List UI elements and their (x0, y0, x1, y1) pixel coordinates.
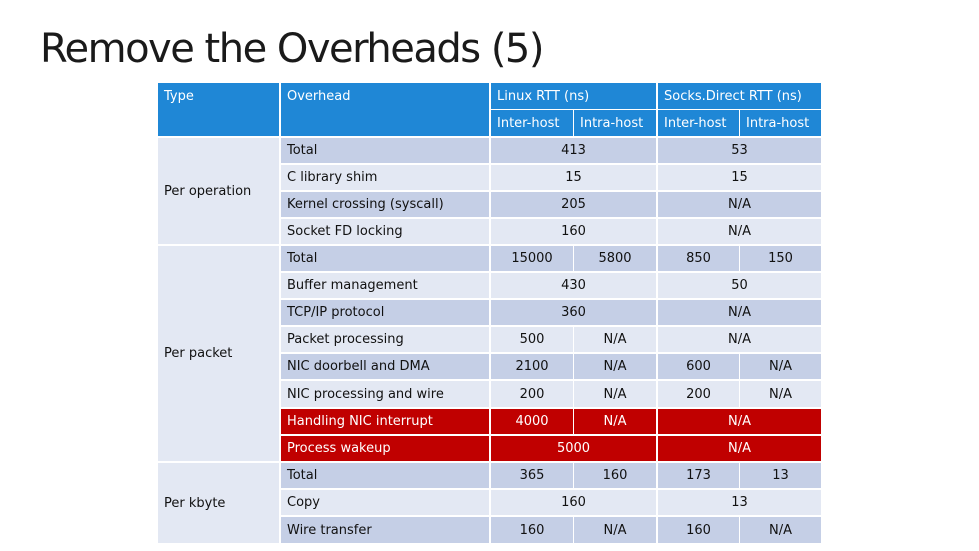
cell-value: N/A (658, 436, 821, 461)
slide-title: Remove the Overheads (5) (40, 26, 544, 72)
cell-value: 5800 (574, 246, 656, 271)
cell-value: 160 (491, 517, 573, 543)
header-linux-inter: Inter-host (491, 110, 573, 136)
cell-value: 600 (658, 354, 739, 379)
cell-value: 160 (491, 490, 656, 515)
header-socks-inter: Inter-host (658, 110, 739, 136)
row-label: Total (281, 246, 489, 271)
row-label: Packet processing (281, 327, 489, 352)
cell-value: 50 (658, 273, 821, 298)
cell-value: 365 (491, 463, 573, 488)
cell-value: N/A (574, 354, 656, 379)
cell-value: N/A (574, 517, 656, 543)
row-label-highlight: Handling NIC interrupt (281, 409, 489, 434)
cell-value: 160 (658, 517, 739, 543)
cell-value: 4000 (491, 409, 573, 434)
cell-value: 500 (491, 327, 573, 352)
row-label: Buffer management (281, 273, 489, 298)
cell-value: 15 (491, 165, 656, 190)
cell-value: 15 (658, 165, 821, 190)
cell-value: 160 (574, 463, 656, 488)
category-per-packet: Per packet (158, 246, 279, 461)
cell-value: 13 (740, 463, 821, 488)
header-linux-intra: Intra-host (574, 110, 656, 136)
cell-value: 200 (491, 381, 573, 407)
cell-value: N/A (574, 381, 656, 407)
cell-value: 430 (491, 273, 656, 298)
row-label-highlight: Process wakeup (281, 436, 489, 461)
cell-value: N/A (740, 381, 821, 407)
cell-value: 160 (491, 219, 656, 244)
row-label: NIC processing and wire (281, 381, 489, 407)
cell-value: 5000 (491, 436, 656, 461)
cell-value: 413 (491, 138, 656, 163)
header-socks-intra: Intra-host (740, 110, 821, 136)
header-type: Type (158, 83, 279, 136)
cell-value: N/A (740, 354, 821, 379)
row-label: NIC doorbell and DMA (281, 354, 489, 379)
row-label: Total (281, 138, 489, 163)
cell-value: N/A (658, 300, 821, 325)
cell-value: N/A (658, 219, 821, 244)
cell-value: N/A (658, 192, 821, 217)
row-label: Socket FD locking (281, 219, 489, 244)
category-per-kbyte: Per kbyte (158, 463, 279, 543)
header-socks-rtt: Socks.Direct RTT (ns) (658, 83, 821, 109)
row-label: C library shim (281, 165, 489, 190)
header-linux-rtt: Linux RTT (ns) (491, 83, 656, 109)
row-label: Kernel crossing (syscall) (281, 192, 489, 217)
cell-value: 360 (491, 300, 656, 325)
category-per-operation: Per operation (158, 138, 279, 244)
row-label: Total (281, 463, 489, 488)
cell-value: 150 (740, 246, 821, 271)
row-label: Copy (281, 490, 489, 515)
cell-value: 15000 (491, 246, 573, 271)
cell-value: N/A (574, 327, 656, 352)
cell-value: N/A (740, 517, 821, 543)
cell-value: N/A (658, 327, 821, 352)
cell-value: 200 (658, 381, 739, 407)
header-overhead: Overhead (281, 83, 489, 136)
cell-value: 173 (658, 463, 739, 488)
cell-value: 13 (658, 490, 821, 515)
row-label: Wire transfer (281, 517, 489, 543)
cell-value: N/A (658, 409, 821, 434)
cell-value: N/A (574, 409, 656, 434)
cell-value: 205 (491, 192, 656, 217)
cell-value: 850 (658, 246, 739, 271)
row-label: TCP/IP protocol (281, 300, 489, 325)
cell-value: 2100 (491, 354, 573, 379)
cell-value: 53 (658, 138, 821, 163)
